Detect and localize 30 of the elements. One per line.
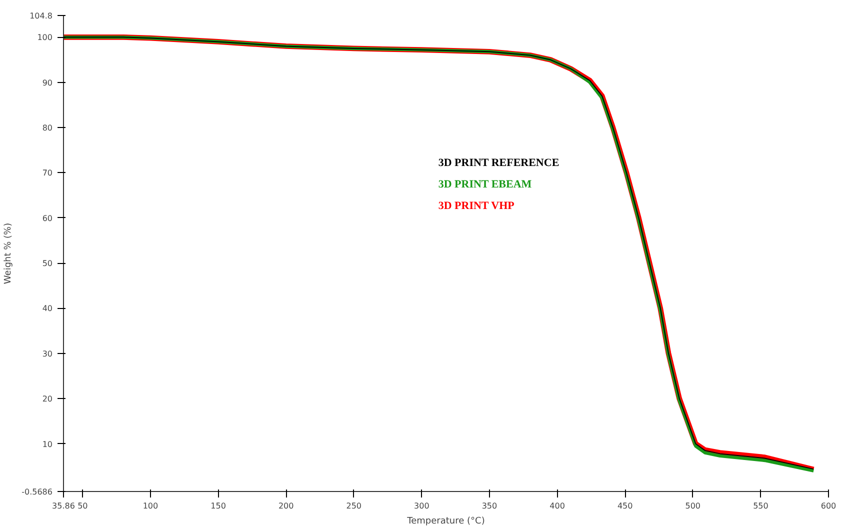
text: 3D PRINT VHP	[438, 200, 515, 212]
x-tick-label: 400	[550, 502, 565, 510]
y-tick-label: -0.5686	[22, 488, 53, 496]
x-tick-label: 100	[142, 502, 158, 510]
x-tick-label: 200	[278, 502, 294, 510]
y-tick-label: 104.8	[30, 12, 53, 20]
y-tick-label: 90	[42, 78, 53, 88]
y-tick-label: 50	[42, 259, 53, 268]
x-tick-label: 300	[414, 502, 430, 510]
y-tick-label: 10	[42, 440, 53, 449]
text: 3D PRINT REFERENCE	[438, 157, 560, 170]
y-tick-label: 70	[42, 168, 53, 178]
text: 3D PRINT EBEAM	[438, 178, 532, 190]
x-tick-label: 35.86	[52, 502, 75, 510]
y-tick-label: 30	[42, 349, 53, 358]
x-tick-label: 550	[753, 502, 768, 510]
x-tick-label: 350	[482, 502, 498, 510]
x-tick-label: 450	[617, 502, 633, 510]
y-tick-label: 40	[42, 304, 53, 314]
x-tick-label: 50	[78, 502, 88, 510]
y-tick-label: 100	[37, 33, 53, 42]
x-tick-label: 500	[685, 502, 701, 510]
x-tick-label: 600	[820, 502, 836, 510]
x-tick-label: 150	[210, 502, 226, 510]
x-tick-label: 250	[346, 502, 362, 510]
x-axis-title: Temperature (°C)	[406, 516, 485, 526]
y-tick-label: 20	[42, 394, 53, 404]
y-tick-label: 80	[42, 124, 53, 133]
y-axis-title: Weight % (%)	[4, 222, 14, 284]
y-tick-label: 60	[42, 214, 53, 223]
